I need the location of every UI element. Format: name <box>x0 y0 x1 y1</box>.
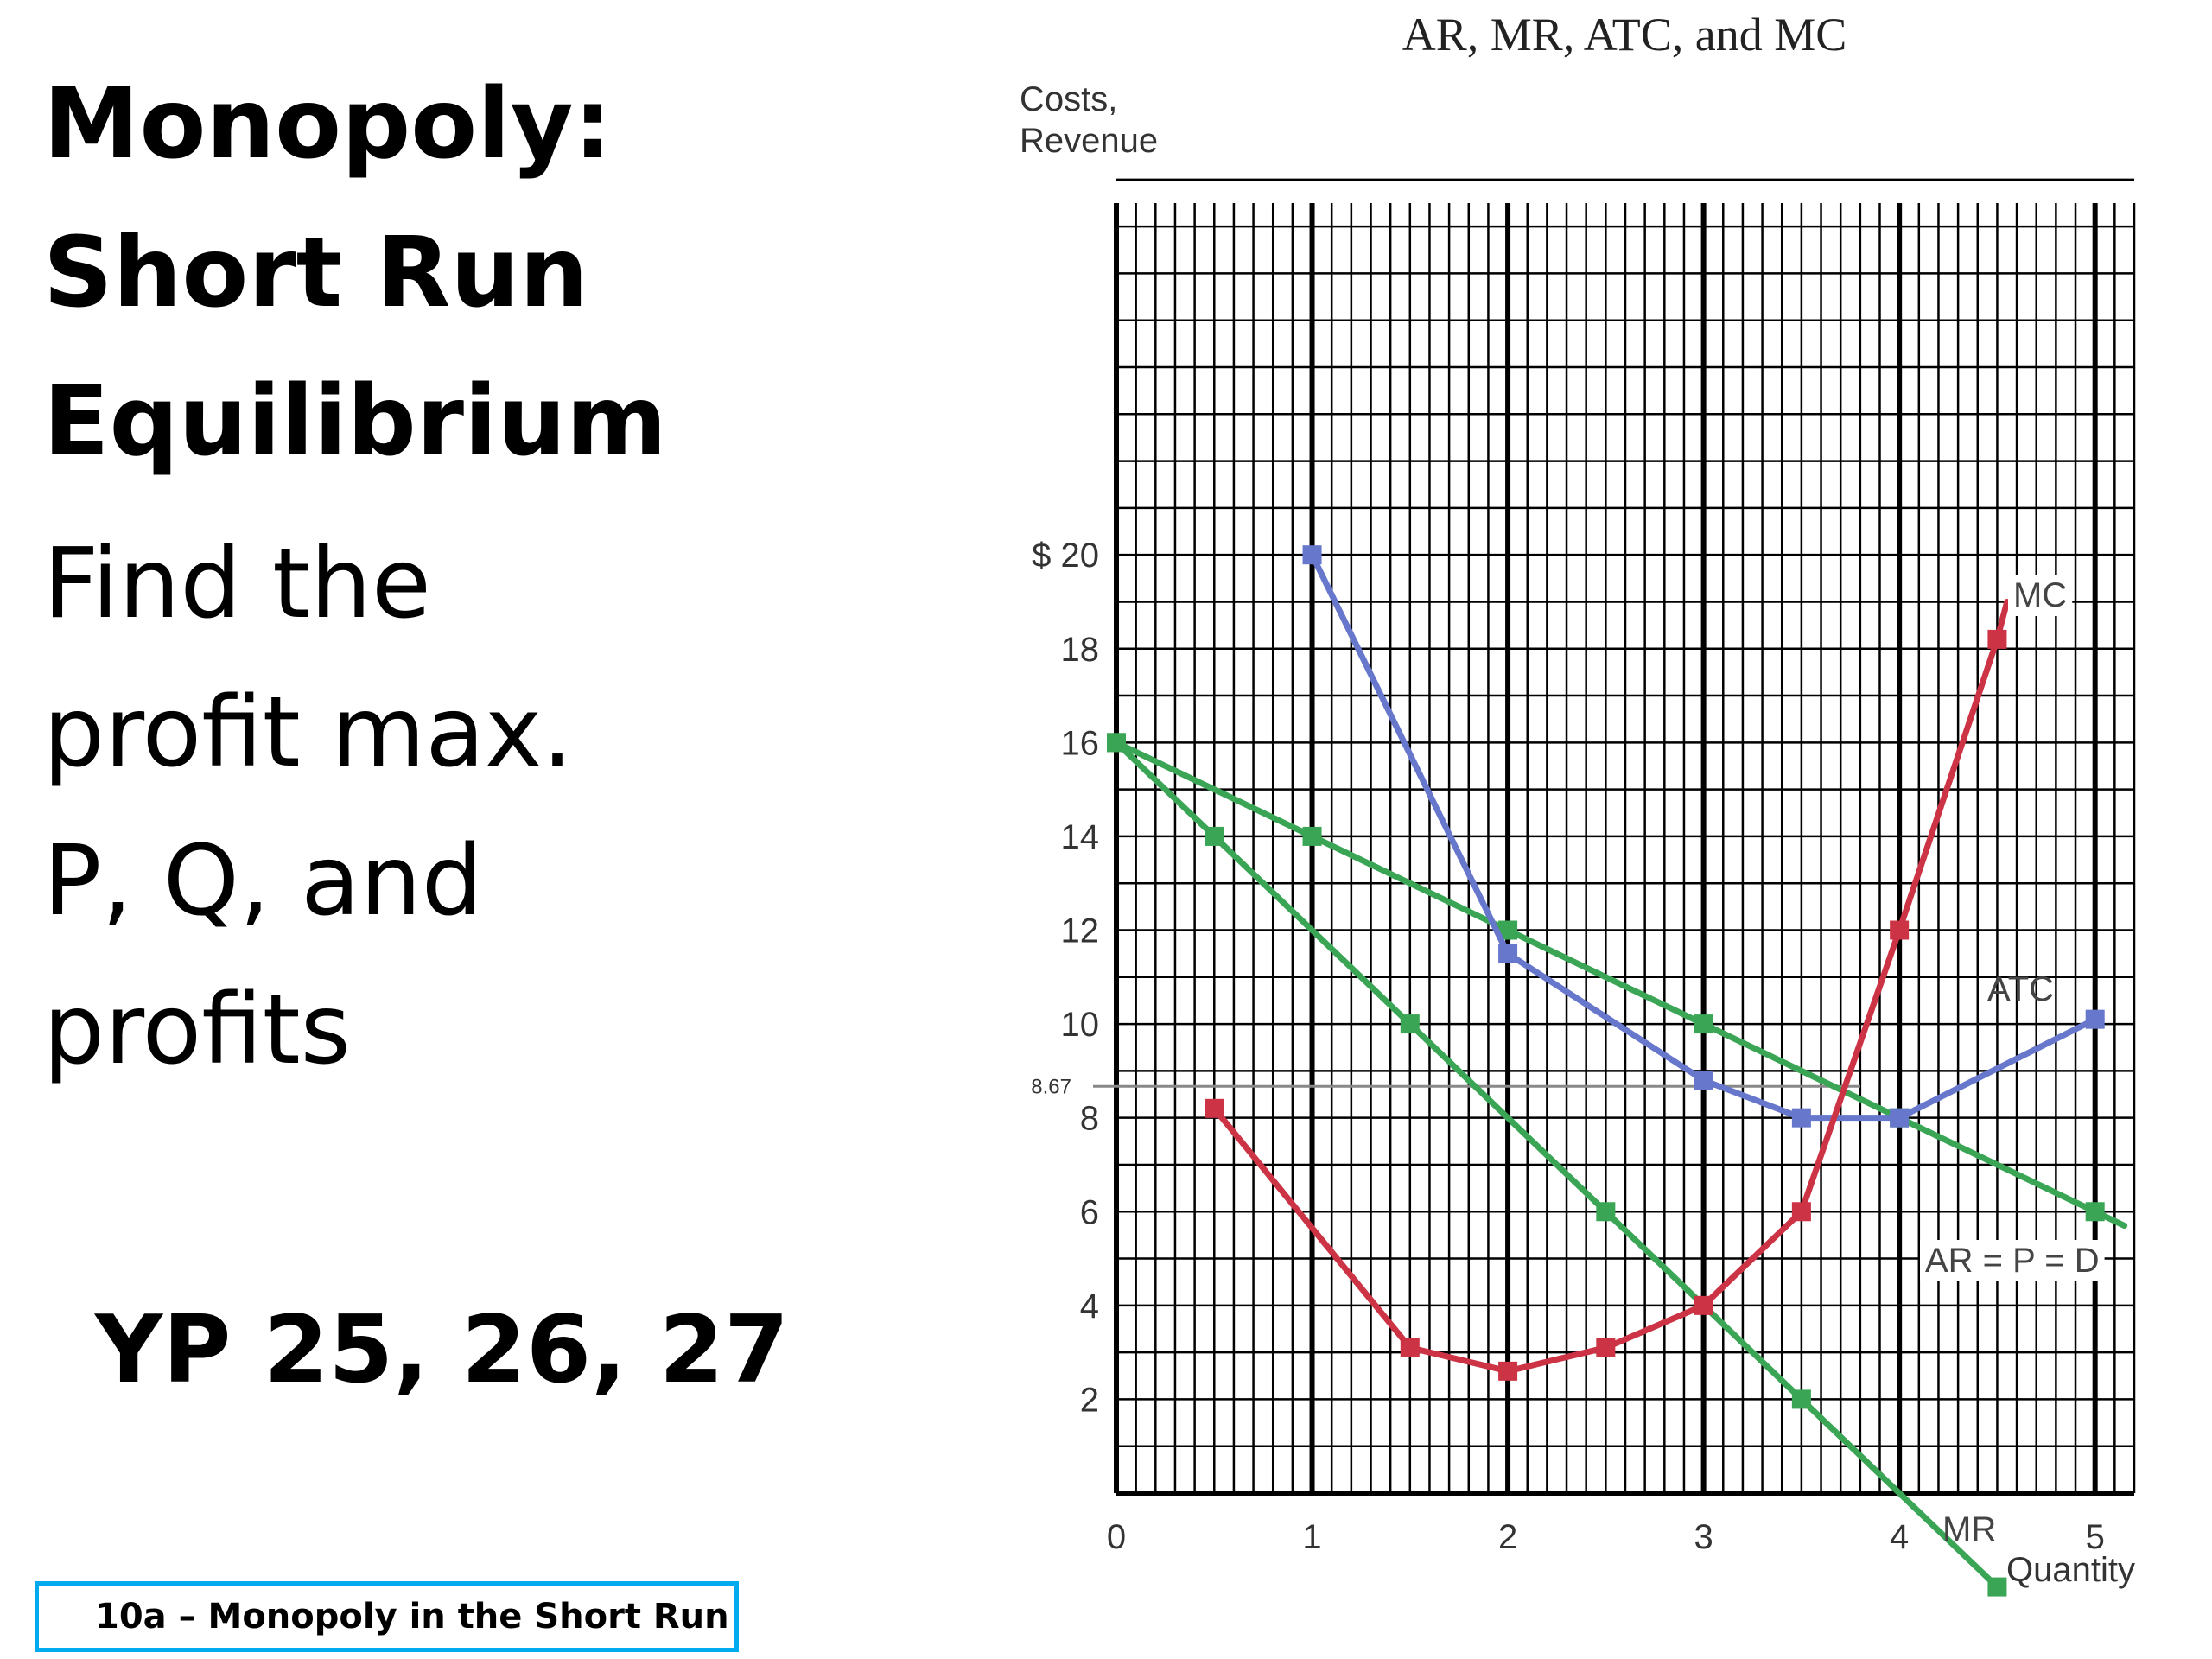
mr-point <box>1400 1014 1420 1034</box>
mr-point <box>1791 1389 1811 1409</box>
slide-title: Monopoly: Short Run Equilibrium <box>43 50 950 496</box>
ar-p-d-point <box>1302 826 1322 846</box>
atc-point <box>2085 1009 2105 1029</box>
title-line-2: Short Run <box>43 217 588 329</box>
prompt-line-1: Find the <box>43 528 431 640</box>
mr-point <box>1205 826 1224 846</box>
mc-point <box>1791 1202 1811 1222</box>
atc-point <box>1694 1071 1713 1090</box>
y-tick-label: 4 <box>1080 1287 1099 1325</box>
y-axis-label-line: Costs, <box>1020 80 1117 118</box>
y-tick-label: 16 <box>1061 724 1100 762</box>
ar-p-d-point <box>2085 1202 2105 1222</box>
atc-label: ATC <box>1987 970 2054 1008</box>
chart-title: AR, MR, ATC, and MC <box>1402 9 1847 60</box>
mc-label-background <box>2008 575 2073 616</box>
ar-p-d-line <box>1113 739 2128 1230</box>
title-line-1: Monopoly: <box>43 68 613 181</box>
atc-point <box>1302 545 1322 565</box>
prompt-line-3: P, Q, and <box>43 825 483 938</box>
y-tick-label: 18 <box>1061 631 1100 669</box>
mc-point <box>1400 1338 1420 1357</box>
y-tick-label: 10 <box>1061 1006 1100 1044</box>
ar-p-d-point <box>1498 920 1518 940</box>
mc-label: MC <box>2013 576 2067 614</box>
y-tick-label: 2 <box>1080 1381 1099 1419</box>
y-tick-label: $ 20 <box>1032 537 1099 575</box>
mr-point <box>1987 1577 2007 1597</box>
mc-line <box>1211 598 2011 1375</box>
mc-point <box>1205 1098 1224 1118</box>
footer-label: 10a – Monopoly in the Short Run <box>95 1597 729 1637</box>
mr-point <box>1107 733 1126 753</box>
reference-line-label: 8.67 <box>1031 1075 1071 1098</box>
mr-line <box>1113 739 2000 1591</box>
mc-point <box>1498 1361 1518 1381</box>
ar-p-d-label-background <box>1920 1240 2105 1281</box>
mc-point <box>1890 920 1910 940</box>
atc-line <box>1309 551 2099 1122</box>
x-tick-label: 2 <box>1498 1518 1517 1556</box>
x-tick-label: 4 <box>1890 1518 1909 1556</box>
x-tick-label: 5 <box>2086 1518 2105 1556</box>
x-axis-label: Quantity <box>2006 1551 2135 1589</box>
chart-series <box>1107 545 2128 1597</box>
atc-point <box>1791 1108 1811 1128</box>
title-line-3: Equilibrium <box>43 365 667 478</box>
chart-grid <box>1114 178 2136 1493</box>
ar-p-d-point <box>1694 1014 1713 1034</box>
y-tick-label: 6 <box>1080 1193 1099 1231</box>
ar-p-d-label: AR = P = D <box>1925 1242 2100 1280</box>
footer-label-box: 10a – Monopoly in the Short Run <box>35 1581 739 1652</box>
atc-point <box>1498 944 1518 963</box>
mc-point <box>1987 629 2007 649</box>
y-axis-label-line: Revenue <box>1020 122 1158 160</box>
x-tick-label: 3 <box>1694 1518 1713 1556</box>
y-tick-label: 12 <box>1061 912 1100 950</box>
question-prompt: Find the profit max. P, Q, and profits <box>43 510 950 1104</box>
y-tick-label: 8 <box>1080 1100 1099 1138</box>
x-tick-label: 0 <box>1107 1518 1126 1556</box>
atc-point <box>1890 1108 1910 1128</box>
prompt-line-2: profit max. <box>43 677 573 789</box>
y-tick-label: 14 <box>1061 818 1100 856</box>
page-references: YP 25, 26, 27 <box>95 1296 790 1404</box>
x-tick-label: 1 <box>1302 1518 1321 1556</box>
mc-point <box>1694 1295 1713 1315</box>
mr-point <box>1596 1202 1616 1222</box>
mr-label: MR <box>1942 1510 1996 1548</box>
mc-point <box>1596 1338 1616 1357</box>
prompt-line-4: profits <box>43 974 352 1086</box>
